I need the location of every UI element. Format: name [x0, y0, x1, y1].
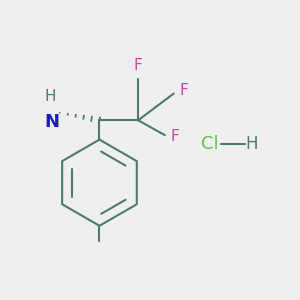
Text: N: N	[44, 113, 59, 131]
Text: F: F	[179, 83, 188, 98]
Text: F: F	[170, 129, 179, 144]
Text: Cl: Cl	[201, 135, 218, 153]
Text: H: H	[245, 135, 258, 153]
Text: H: H	[45, 89, 56, 104]
Text: F: F	[134, 58, 142, 73]
